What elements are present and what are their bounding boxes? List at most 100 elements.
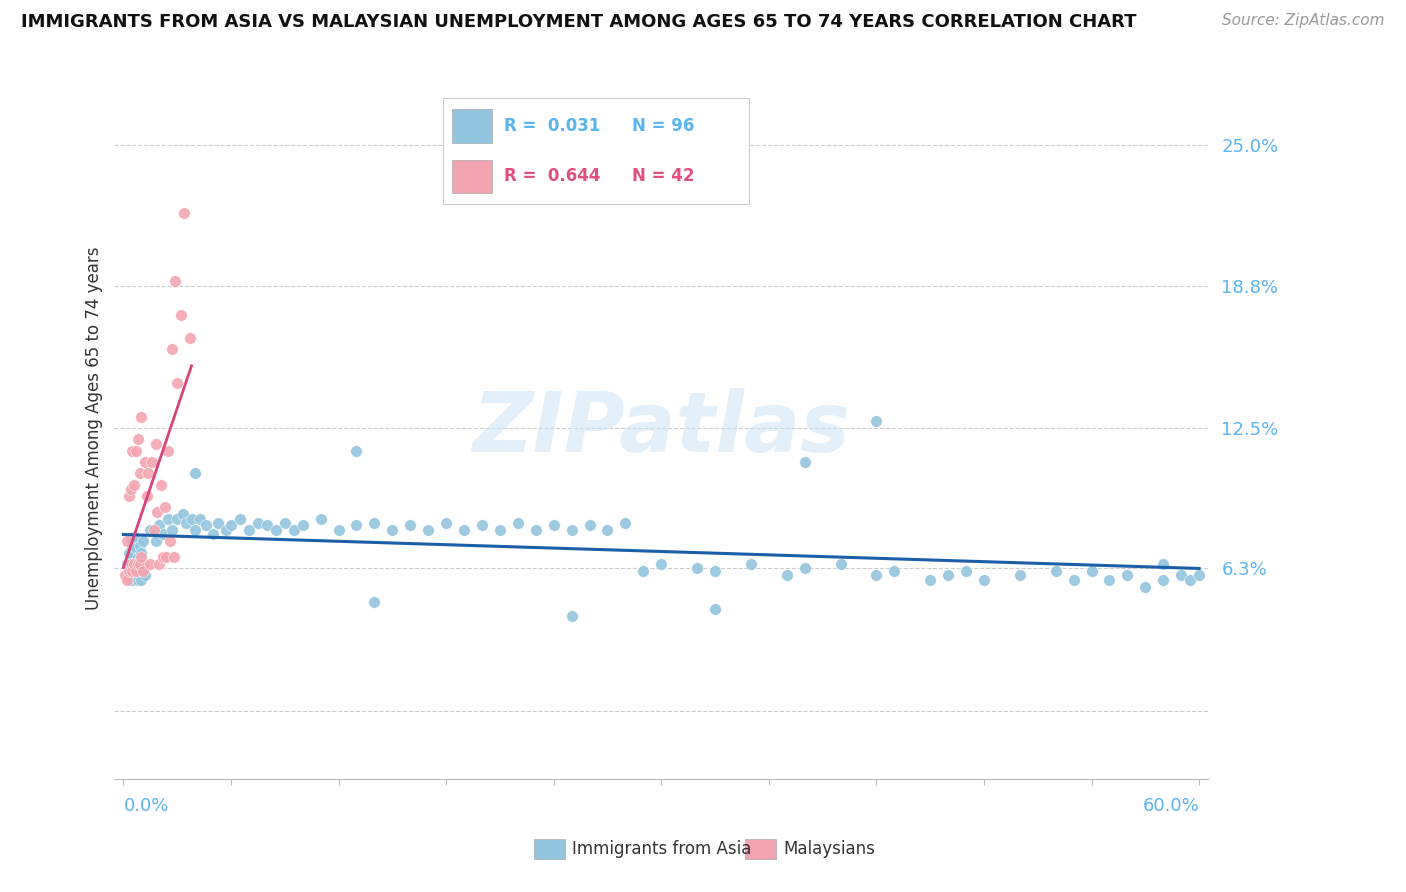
Point: [596, 523, 619, 537]
Point: [207, 516, 229, 531]
Point: [955, 564, 977, 578]
Point: [125, 568, 148, 582]
Point: [180, 511, 202, 525]
Point: [132, 534, 155, 549]
Point: [434, 516, 457, 531]
Point: [120, 564, 142, 578]
Point: [139, 557, 162, 571]
Point: [920, 573, 942, 587]
Point: [543, 518, 565, 533]
Text: 0.0%: 0.0%: [124, 797, 169, 815]
Point: [160, 523, 183, 537]
Point: [1152, 557, 1174, 571]
Point: [506, 516, 529, 531]
Point: [256, 518, 278, 533]
Point: [121, 550, 143, 565]
Point: [686, 561, 709, 575]
Point: [229, 511, 252, 525]
Point: [776, 568, 799, 582]
Point: [125, 564, 148, 578]
Point: [1063, 573, 1085, 587]
Point: [139, 523, 162, 537]
Point: [162, 550, 184, 565]
Point: [153, 500, 176, 515]
Point: [291, 518, 314, 533]
Point: [128, 564, 150, 578]
Text: ZIPatlas: ZIPatlas: [472, 388, 851, 468]
Y-axis label: Unemployment Among Ages 65 to 74 years: Unemployment Among Ages 65 to 74 years: [86, 246, 103, 610]
Point: [202, 527, 225, 541]
Point: [122, 561, 145, 575]
Point: [131, 545, 153, 559]
Point: [122, 530, 145, 544]
Point: [121, 541, 143, 555]
Point: [127, 550, 149, 565]
Point: [120, 534, 142, 549]
Point: [120, 482, 142, 496]
Point: [173, 206, 195, 220]
Point: [1178, 573, 1201, 587]
Point: [138, 467, 160, 481]
Point: [793, 561, 815, 575]
Text: 60.0%: 60.0%: [1142, 797, 1199, 815]
Point: [399, 518, 422, 533]
Point: [120, 557, 142, 571]
Point: [127, 433, 149, 447]
Point: [157, 443, 180, 458]
Point: [238, 523, 260, 537]
Point: [1135, 580, 1157, 594]
Point: [561, 523, 583, 537]
Point: [793, 455, 815, 469]
Point: [157, 511, 180, 525]
Point: [561, 609, 583, 624]
Point: [152, 527, 174, 541]
Point: [865, 414, 887, 428]
Point: [740, 557, 762, 571]
Point: [159, 534, 181, 549]
Point: [131, 550, 153, 565]
Point: [936, 568, 959, 582]
Point: [883, 564, 905, 578]
Point: [1152, 573, 1174, 587]
Point: [865, 568, 887, 582]
Point: [264, 523, 287, 537]
Point: [346, 518, 368, 533]
Point: [155, 550, 177, 565]
Point: [115, 557, 138, 571]
Point: [190, 511, 212, 525]
Point: [1116, 568, 1139, 582]
Point: [125, 443, 148, 458]
Point: [363, 516, 385, 531]
Point: [118, 489, 141, 503]
Point: [150, 477, 173, 491]
Point: [165, 274, 187, 288]
Point: [160, 342, 183, 356]
Point: [418, 523, 440, 537]
Point: [132, 557, 155, 571]
Point: [1170, 568, 1192, 582]
Point: [118, 564, 141, 578]
Point: [122, 557, 145, 571]
Point: [152, 550, 174, 565]
Point: [184, 467, 207, 481]
Point: [194, 518, 217, 533]
Point: [184, 523, 207, 537]
Point: [135, 489, 157, 503]
Point: [125, 541, 148, 555]
Point: [118, 545, 141, 559]
Point: [127, 557, 149, 571]
Point: [174, 516, 197, 531]
Point: [246, 516, 269, 531]
Point: [214, 523, 236, 537]
Point: [166, 511, 188, 525]
Point: [121, 443, 143, 458]
Point: [127, 573, 149, 587]
Point: [131, 409, 153, 424]
Point: [524, 523, 547, 537]
Point: [363, 595, 385, 609]
Point: [145, 437, 167, 451]
Point: [115, 573, 138, 587]
Text: Immigrants from Asia: Immigrants from Asia: [572, 840, 752, 858]
Point: [132, 564, 155, 578]
Point: [142, 523, 165, 537]
